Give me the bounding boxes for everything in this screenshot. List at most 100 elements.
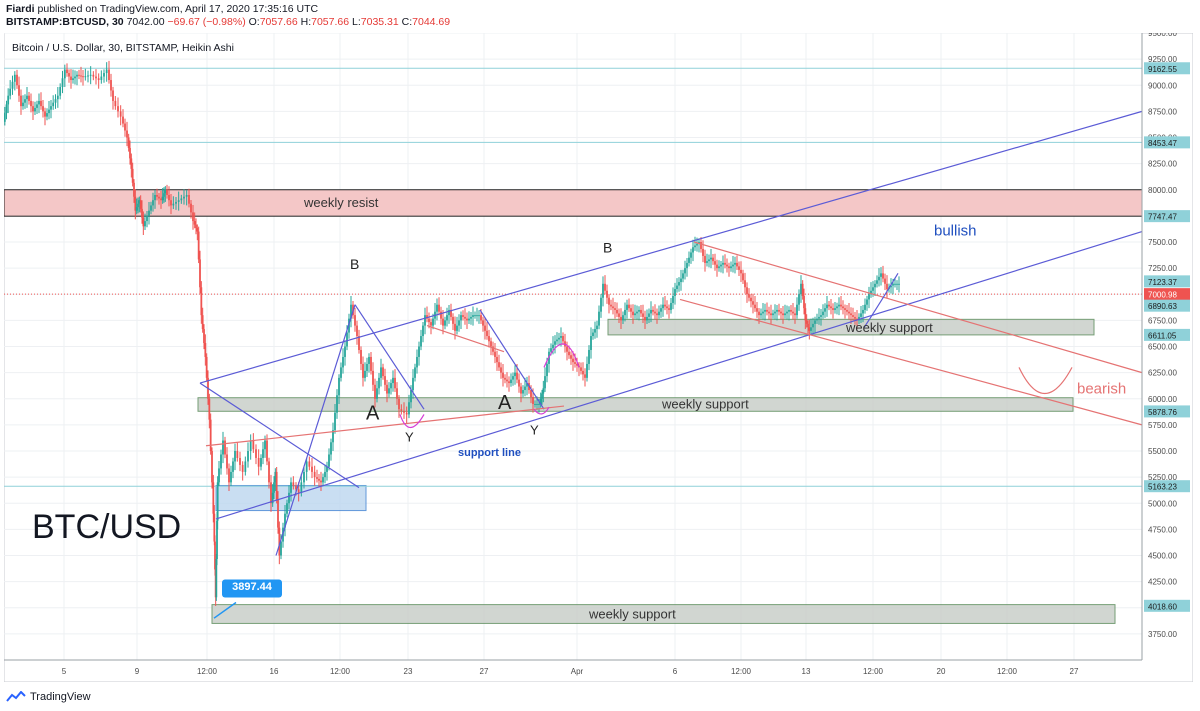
author-name[interactable]: Fiardi [6, 3, 35, 15]
wave-a-label: A [498, 392, 512, 414]
candle-body [608, 297, 610, 305]
candle-body [530, 390, 532, 398]
watermark-symbol: BTC/USD [32, 508, 181, 546]
weekly-resist-label: weekly resist [303, 195, 379, 210]
candle-body [400, 409, 403, 411]
tradingview-logo-icon[interactable] [6, 691, 26, 703]
candle-body [200, 287, 203, 316]
x-tick-label: 12:00 [863, 667, 884, 676]
candle-body [152, 200, 154, 206]
candle-body [164, 189, 167, 194]
candle-body [858, 316, 860, 321]
candle-body [538, 403, 540, 405]
candle-body [42, 106, 44, 112]
candle-body [874, 283, 876, 288]
candle-body [328, 454, 330, 467]
wave-curve [399, 414, 425, 429]
candle-body [196, 228, 199, 232]
candle-body [20, 95, 22, 107]
candle-body [614, 308, 616, 310]
candle-body [126, 130, 128, 138]
candle-body [330, 442, 332, 455]
trend-line [199, 382, 360, 489]
x-tick-label: 27 [480, 667, 489, 676]
footer: TradingView [6, 688, 91, 706]
candle-body [364, 370, 366, 378]
candle-body [44, 111, 46, 117]
chart-area[interactable]: weekly resist weekly support weekly suppor… [3, 29, 1194, 683]
candle-body [894, 283, 896, 285]
candle-body [592, 332, 594, 337]
candle-body [756, 308, 758, 312]
candle-body [760, 313, 762, 316]
candle-body [247, 451, 249, 462]
candle-body [782, 313, 784, 316]
candle-body [275, 471, 278, 500]
candle-body [686, 262, 688, 269]
candle-body [290, 482, 292, 493]
candle-body [500, 367, 502, 373]
candle-body [642, 313, 644, 317]
candle-body [193, 221, 196, 225]
candle-body [596, 325, 598, 330]
candle-body [332, 430, 334, 443]
candle-body [156, 194, 158, 197]
y-tick-label: 5750.00 [1148, 421, 1177, 430]
candle-body [710, 257, 712, 260]
candle-body [692, 247, 694, 253]
candle-body [526, 383, 528, 387]
x-tick-label: 9 [135, 667, 140, 676]
symbol-label: BITSTAMP:BTCUSD, 30 [6, 16, 124, 28]
candle-body [72, 78, 74, 81]
candle-body [898, 283, 900, 285]
candle-body [278, 527, 281, 556]
low-label: L: [352, 16, 361, 28]
candle-body [214, 541, 216, 570]
candle-body [508, 381, 510, 384]
x-tick-label: 12:00 [330, 667, 351, 676]
candle-body [620, 316, 622, 321]
close-label: C: [401, 16, 413, 28]
footer-brand[interactable]: TradingView [30, 691, 91, 703]
candle-body [552, 344, 554, 349]
candle-body [209, 419, 212, 451]
channel-lower-line [215, 230, 1143, 520]
candle-body [632, 311, 634, 316]
candle-body [300, 482, 303, 493]
price-axis-badge [1144, 328, 1190, 341]
candle-body [702, 248, 704, 256]
candle-body [137, 203, 139, 208]
candle-body [418, 346, 420, 357]
price-axis-badge-text: 5163.23 [1148, 483, 1177, 492]
candle-body [712, 257, 714, 262]
price-axis-badge-text: 5878.76 [1148, 408, 1177, 417]
candle-body [740, 269, 742, 274]
candle-body [805, 320, 808, 324]
price-axis-badge-text: 6611.05 [1148, 331, 1177, 340]
candle-body [836, 306, 838, 309]
price-axis-badge [1144, 136, 1190, 149]
weekly-support-label: weekly support [845, 320, 933, 335]
price-axis-badge [1144, 299, 1190, 312]
candle-body [87, 75, 89, 77]
candle-body [668, 308, 670, 310]
weekly-support-zone-low [211, 604, 1116, 624]
candle-body [436, 304, 438, 312]
high-value: 7057.66 [311, 16, 350, 28]
candle-body [638, 309, 640, 312]
candle-body [558, 337, 560, 340]
candle-body [832, 308, 834, 310]
candle-body [199, 259, 201, 288]
candle-body [554, 341, 556, 345]
candle-body [504, 377, 506, 380]
price-chart[interactable]: weekly resist weekly support weekly suppor… [3, 29, 1194, 683]
candle-body [816, 318, 818, 321]
candle-body [76, 74, 78, 77]
candle-body [738, 266, 740, 270]
wave-y-label: Y [405, 430, 414, 445]
candle-body [141, 208, 143, 218]
candle-body [696, 243, 698, 246]
candle-body [510, 379, 512, 384]
candle-body [185, 194, 188, 197]
high-label: H: [300, 16, 312, 28]
